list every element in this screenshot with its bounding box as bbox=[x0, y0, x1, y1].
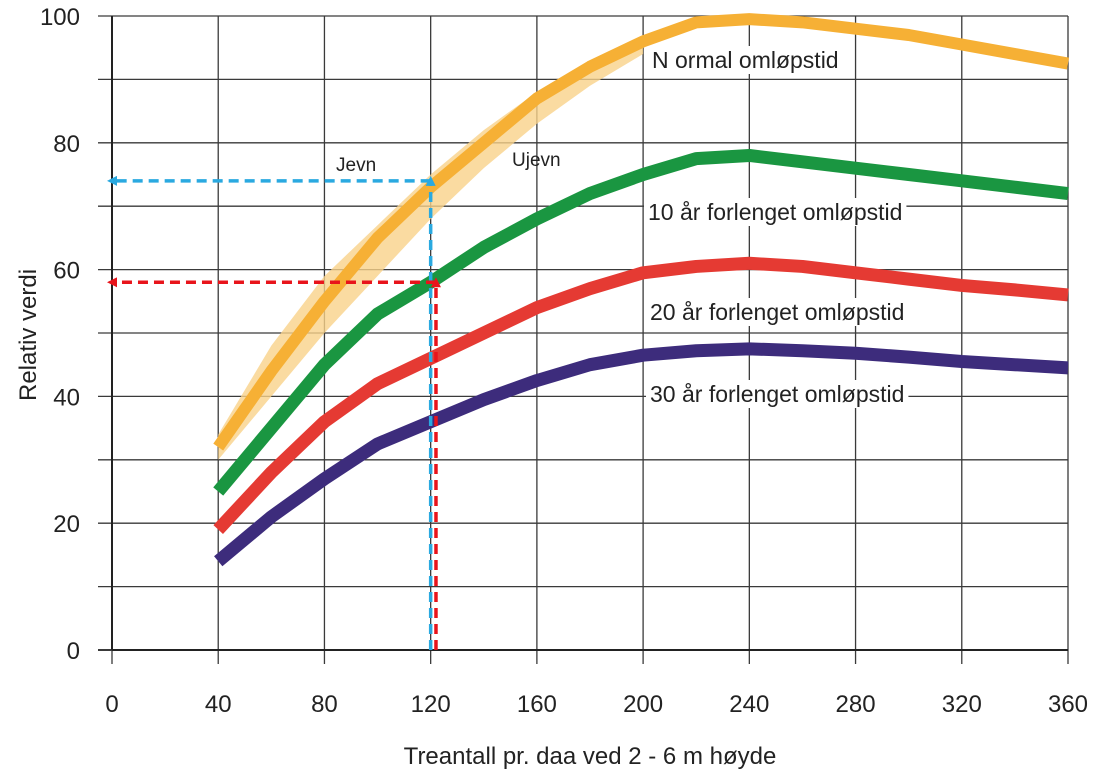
reference-arrows bbox=[107, 175, 441, 650]
series-label-3-group: 20 år forlenget omløpstid bbox=[646, 298, 909, 326]
y-tick-label: 80 bbox=[53, 131, 80, 158]
x-tick-label: 240 bbox=[729, 691, 769, 718]
y-tick-label: 40 bbox=[53, 384, 80, 411]
y-tick-label: 0 bbox=[67, 638, 80, 665]
series-line-3 bbox=[213, 256, 1069, 534]
series-label-1-group: N ormal omløpstid bbox=[648, 46, 843, 74]
y-axis-title: Relativ verdi bbox=[15, 269, 42, 401]
grid bbox=[98, 15, 1069, 664]
x-tick-label: 0 bbox=[105, 691, 118, 718]
axes: Treantall pr. daa ved 2 - 6 m høyde Rela… bbox=[15, 4, 1088, 770]
x-tick-label: 40 bbox=[205, 691, 232, 718]
x-tick-label: 160 bbox=[517, 691, 557, 718]
band-label-ujevn-group: Ujevn bbox=[512, 150, 561, 171]
series-label-1-bg bbox=[648, 46, 843, 74]
series-labels: N ormal omløpstid 10 år forlenget omløpst… bbox=[336, 46, 909, 408]
y-tick-label: 100 bbox=[40, 4, 80, 31]
x-tick-label: 200 bbox=[623, 691, 663, 718]
y-tick-label: 20 bbox=[53, 511, 80, 538]
series-label-2: 10 år forlenget omløpstid bbox=[648, 199, 902, 225]
x-tick-label: 120 bbox=[411, 691, 451, 718]
series-label-3-bg bbox=[646, 298, 909, 326]
x-axis-title: Treantall pr. daa ved 2 - 6 m høyde bbox=[404, 743, 777, 770]
band-label-ujevn: Ujevn bbox=[512, 150, 561, 171]
series-label-1: N ormal omløpstid bbox=[652, 47, 839, 73]
x-tick-label: 280 bbox=[836, 691, 876, 718]
series-lines bbox=[213, 13, 1070, 567]
series-line-2 bbox=[213, 148, 1069, 496]
y-tick-label: 60 bbox=[53, 258, 80, 285]
series-line-4 bbox=[214, 342, 1069, 567]
series-line-1 bbox=[213, 13, 1070, 451]
series-label-4: 30 år forlenget omløpstid bbox=[650, 381, 904, 407]
uncertainty-band bbox=[218, 35, 644, 460]
x-tick-label: 80 bbox=[311, 691, 338, 718]
band-label-jevn-group: Jevn bbox=[336, 155, 376, 176]
series-label-3: 20 år forlenget omløpstid bbox=[650, 299, 904, 325]
band-label-jevn: Jevn bbox=[336, 155, 376, 176]
x-tick-label: 360 bbox=[1048, 691, 1088, 718]
series-label-4-group: 30 år forlenget omløpstid bbox=[646, 380, 909, 408]
x-tick-label: 320 bbox=[942, 691, 982, 718]
band-area bbox=[218, 35, 644, 460]
series-label-2-group: 10 år forlenget omløpstid bbox=[644, 198, 907, 226]
series-label-2-bg bbox=[644, 198, 907, 226]
series-label-4-bg bbox=[646, 380, 909, 408]
